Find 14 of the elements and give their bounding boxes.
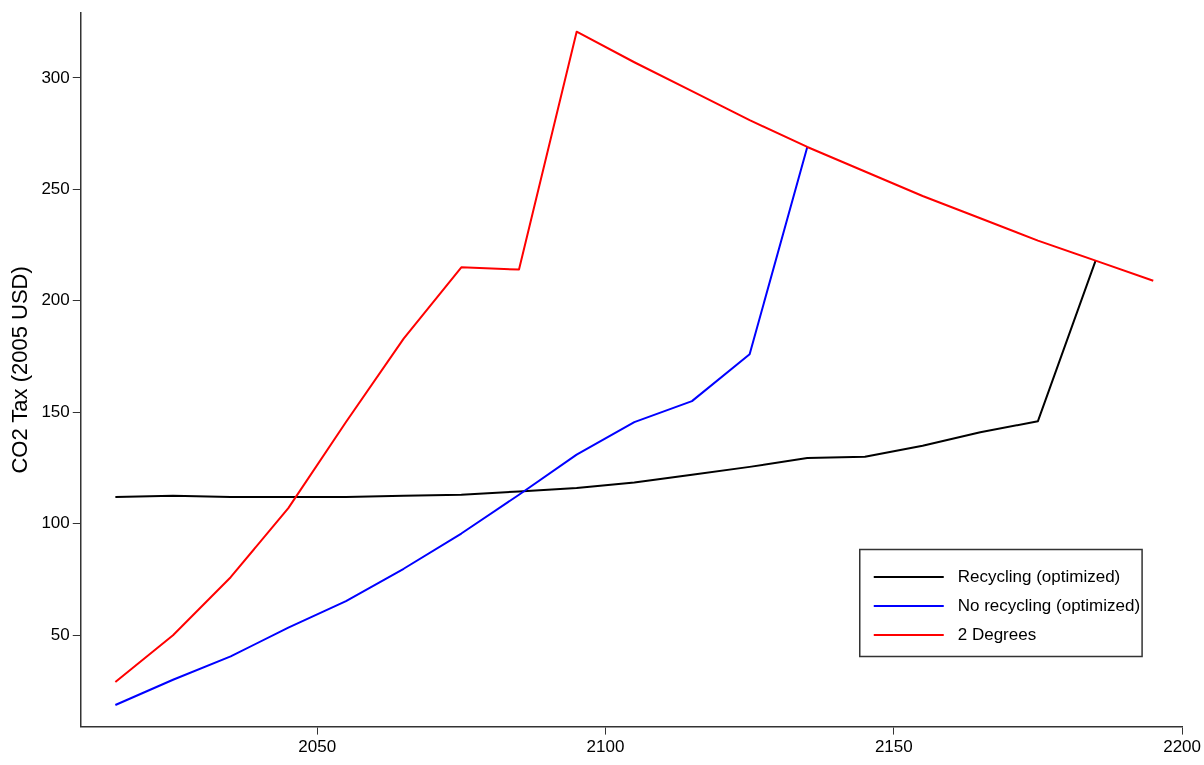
y-axis-title: CO2 Tax (2005 USD)	[7, 266, 33, 474]
legend-label: No recycling (optimized)	[957, 595, 1141, 615]
x-tick-label: 2150	[874, 737, 913, 757]
x-tick-label: 2100	[586, 737, 625, 757]
y-tick-label: 100	[41, 513, 70, 533]
y-tick-label: 250	[41, 179, 70, 199]
x-tick-label: 2200	[1163, 737, 1201, 757]
y-tick-label: 200	[41, 290, 70, 310]
legend-label: Recycling (optimized)	[957, 566, 1121, 586]
y-tick-label: 50	[50, 624, 70, 644]
y-tick-label: 150	[41, 401, 70, 421]
x-tick-label: 2050	[298, 737, 337, 757]
y-tick-label: 300	[41, 67, 70, 87]
legend-label: 2 Degrees	[957, 624, 1037, 644]
